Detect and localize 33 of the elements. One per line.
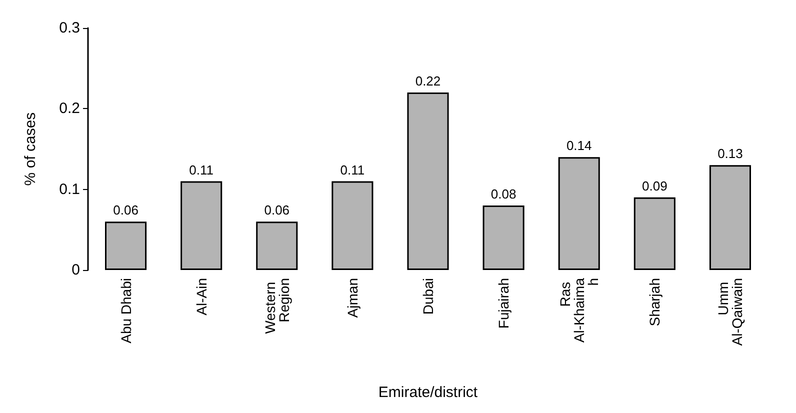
x-tick-label: Abu Dhabi <box>118 278 134 344</box>
data-label: 0.13 <box>718 146 743 162</box>
x-axis-title: Emirate/district <box>378 384 478 401</box>
y-axis-title: % of cases <box>22 112 39 186</box>
bar <box>180 181 222 270</box>
bar <box>332 181 374 270</box>
x-tick-label: Western Region <box>262 278 292 334</box>
x-tick-label: Sharjah <box>646 278 663 326</box>
bar <box>558 157 600 270</box>
x-tick-label: Ajman <box>344 278 360 318</box>
y-tick-label: 0.3 <box>59 20 80 36</box>
bar <box>634 197 676 270</box>
bar <box>482 205 524 270</box>
bar <box>407 92 449 270</box>
data-label: 0.22 <box>415 74 441 89</box>
data-label: 0.08 <box>490 186 516 202</box>
bar <box>105 222 147 270</box>
y-tick-label: 0 <box>72 262 80 278</box>
y-tick-label: 0.2 <box>59 100 80 118</box>
x-tick-label: Al-Ain <box>193 278 210 316</box>
x-tick-label: Fujairah <box>496 278 512 329</box>
data-label: 0.09 <box>642 178 668 194</box>
x-tick-label: Dubai <box>420 278 436 315</box>
data-label: 0.06 <box>113 202 138 218</box>
bar <box>709 165 751 270</box>
y-tick-label: 0.1 <box>59 180 80 198</box>
data-label: 0.11 <box>189 162 214 178</box>
data-label: 0.14 <box>566 138 592 154</box>
x-tick-label: Umm Al-Qaiwain <box>715 278 746 346</box>
data-label: 0.06 <box>264 202 290 218</box>
x-tick-label: Ras Al-Khaimah <box>557 278 602 343</box>
bar <box>256 222 298 270</box>
data-label: 0.11 <box>340 162 365 178</box>
